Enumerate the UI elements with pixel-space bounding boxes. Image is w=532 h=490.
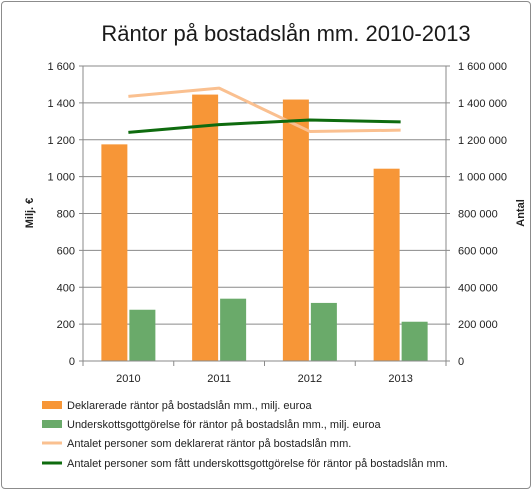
legend-label-2: Antalet personer som deklarerat räntor p… — [67, 438, 351, 450]
axes — [79, 65, 450, 366]
legend: Deklarerade räntor på bostadslån mm., mi… — [42, 400, 448, 470]
y-tick-label: 200 — [57, 319, 75, 331]
y2-tick-label: 1 400 000 — [458, 98, 507, 110]
y-tick-label: 400 — [57, 282, 75, 294]
y-tick-label: 0 — [69, 356, 75, 368]
line-series-3 — [128, 118, 401, 134]
y-tick-label: 1 200 — [47, 135, 75, 147]
bar-1-2 — [310, 302, 337, 361]
legend-label-1: Underskottsgottgörelse för räntor på bos… — [67, 419, 382, 431]
y-tick-label: 800 — [57, 209, 75, 221]
y2-tick-label: 0 — [458, 356, 464, 368]
legend-swatch-1 — [42, 420, 62, 428]
y2-tick-label: 400 000 — [458, 282, 498, 294]
y-tick-label: 1 000 — [47, 172, 75, 184]
bars — [101, 94, 428, 362]
bar-0-1 — [192, 94, 219, 361]
y-tick-label: 600 — [57, 245, 75, 257]
x-tick-label: 2011 — [207, 373, 231, 385]
bar-0-2 — [282, 99, 309, 362]
y-tick-label: 1 600 — [47, 61, 75, 73]
y2-tick-labels: 0 200 000 400 000 600 000 800 000 1 000 000 1 … — [458, 61, 507, 368]
lines — [128, 86, 401, 134]
bar-0-3 — [373, 168, 400, 361]
y2-tick-label: 1 200 000 — [458, 135, 507, 147]
legend-label-3: Antalet personer som fått underskottsgot… — [67, 458, 448, 470]
x-tick-labels: 2010 2011 2012 2013 — [116, 373, 413, 385]
x-tick-label: 2013 — [388, 373, 412, 385]
y-axis-label: Milj. € — [24, 198, 36, 229]
bar-1-0 — [129, 309, 156, 361]
y2-tick-label: 1 000 000 — [458, 172, 507, 184]
y2-tick-label: 800 000 — [458, 209, 498, 221]
legend-label-0: Deklarerade räntor på bostadslån mm., mi… — [67, 400, 312, 412]
y-tick-labels: 0 200 400 600 800 1 000 1 200 1 400 1 600 — [47, 61, 75, 368]
bar-1-1 — [220, 298, 247, 361]
y2-tick-label: 1 600 000 — [458, 61, 507, 73]
legend-swatch-0 — [42, 401, 62, 409]
line-series-2 — [128, 86, 401, 133]
y2-axis-label: Antal — [515, 199, 527, 227]
y2-tick-label: 200 000 — [458, 319, 498, 331]
x-tick-label: 2012 — [298, 373, 322, 385]
y2-tick-label: 600 000 — [458, 245, 498, 257]
x-tick-label: 2010 — [116, 373, 140, 385]
y-tick-label: 1 400 — [47, 98, 75, 110]
chart-title: Räntor på bostadslån mm. 2010-2013 — [101, 21, 470, 46]
bar-0-0 — [101, 144, 128, 361]
bar-1-3 — [401, 321, 428, 361]
